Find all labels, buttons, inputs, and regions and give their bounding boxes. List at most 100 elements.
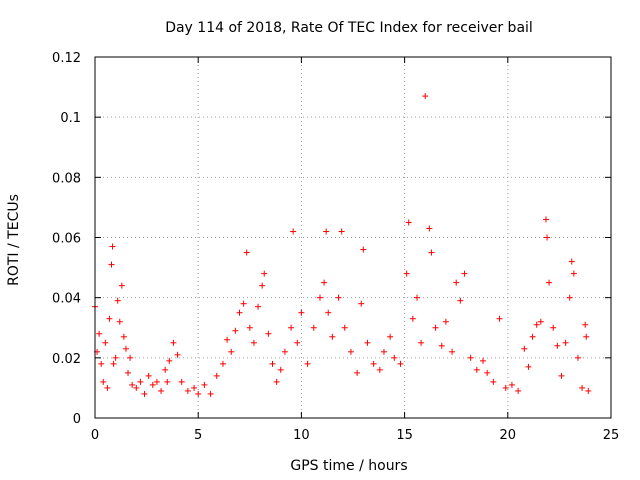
data-point: [323, 228, 330, 235]
data-point: [426, 225, 433, 232]
data-point: [360, 246, 367, 253]
data-point: [224, 336, 231, 343]
data-point: [228, 348, 235, 355]
data-point: [391, 354, 398, 361]
data-point: [310, 324, 317, 331]
data-point: [490, 378, 497, 385]
data-point: [428, 249, 435, 256]
data-point: [449, 348, 456, 355]
data-point: [261, 270, 268, 277]
data-point: [438, 342, 445, 349]
data-point: [106, 315, 113, 322]
data-points: [92, 93, 592, 397]
data-point: [114, 297, 121, 304]
y-tick-label: 0.04: [52, 292, 81, 307]
data-point: [96, 330, 103, 337]
data-point: [405, 219, 412, 226]
data-point: [358, 300, 365, 307]
x-tick-label: 10: [293, 428, 310, 443]
data-point: [533, 321, 540, 328]
data-point: [562, 339, 569, 346]
data-point: [133, 384, 140, 391]
data-point: [413, 294, 420, 301]
data-point: [184, 387, 191, 394]
data-point: [403, 270, 410, 277]
data-point: [108, 261, 115, 268]
data-point: [579, 384, 586, 391]
data-point: [335, 294, 342, 301]
data-point: [298, 309, 305, 316]
data-point: [118, 282, 125, 289]
data-point: [236, 309, 243, 316]
data-point: [120, 333, 127, 340]
data-point: [325, 309, 332, 316]
data-point: [582, 321, 589, 328]
data-point: [170, 339, 177, 346]
data-point: [265, 330, 272, 337]
data-point: [100, 378, 107, 385]
data-point: [219, 360, 226, 367]
data-point: [442, 318, 449, 325]
data-point: [116, 318, 123, 325]
y-tick-label: 0.06: [52, 232, 81, 247]
data-point: [255, 303, 262, 310]
data-point: [246, 324, 253, 331]
y-tick-label: 0.1: [60, 111, 81, 126]
data-point: [112, 354, 119, 361]
data-point: [380, 348, 387, 355]
data-point: [141, 390, 148, 397]
data-point: [162, 366, 169, 373]
data-point: [570, 270, 577, 277]
data-point: [341, 324, 348, 331]
data-point: [122, 345, 129, 352]
data-point: [558, 372, 565, 379]
data-point: [316, 294, 323, 301]
data-point: [259, 282, 266, 289]
data-point: [250, 339, 257, 346]
x-tick-label: 5: [194, 428, 202, 443]
data-point: [104, 384, 111, 391]
data-point: [521, 345, 528, 352]
data-point: [432, 324, 439, 331]
data-point: [354, 369, 361, 376]
data-point: [370, 360, 377, 367]
data-point: [329, 333, 336, 340]
data-point: [178, 378, 185, 385]
x-tick-label: 25: [603, 428, 620, 443]
data-point: [515, 387, 522, 394]
data-point: [422, 93, 429, 100]
data-point: [127, 354, 134, 361]
data-point: [110, 360, 117, 367]
chart-title: Day 114 of 2018, Rate Of TEC Index for r…: [165, 20, 533, 36]
data-point: [243, 249, 250, 256]
data-point: [496, 315, 503, 322]
data-point: [453, 279, 460, 286]
data-point: [457, 297, 464, 304]
data-point: [347, 348, 354, 355]
data-point: [546, 279, 553, 286]
data-point: [129, 381, 136, 388]
data-point: [480, 357, 487, 364]
data-point: [461, 270, 468, 277]
data-point: [125, 369, 132, 376]
data-point: [338, 228, 345, 235]
data-point: [213, 372, 220, 379]
data-point: [550, 324, 557, 331]
data-point: [566, 294, 573, 301]
data-point: [137, 378, 144, 385]
data-point: [364, 339, 371, 346]
plot-frame: [94, 56, 612, 419]
y-tick-label: 0.12: [52, 51, 81, 66]
data-point: [288, 324, 295, 331]
data-point: [574, 354, 581, 361]
data-point: [207, 390, 214, 397]
data-point: [418, 339, 425, 346]
data-point: [98, 360, 105, 367]
data-point: [232, 327, 239, 334]
data-point: [290, 228, 297, 235]
data-point: [585, 387, 592, 394]
data-point: [149, 381, 156, 388]
data-point: [502, 384, 509, 391]
